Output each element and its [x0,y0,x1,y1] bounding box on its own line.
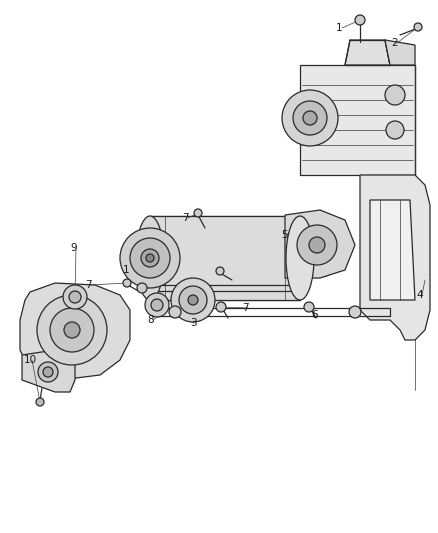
Text: 7: 7 [182,213,188,223]
Polygon shape [370,200,415,300]
Ellipse shape [286,216,314,300]
Ellipse shape [136,216,164,300]
Text: 1: 1 [336,23,343,33]
Circle shape [385,85,405,105]
Circle shape [304,302,314,312]
Circle shape [64,322,80,338]
Text: 8: 8 [148,315,154,325]
Text: 3: 3 [190,318,196,328]
Text: 1: 1 [123,265,129,275]
Circle shape [355,15,365,25]
Polygon shape [150,216,300,300]
Circle shape [38,362,58,382]
Circle shape [349,306,361,318]
Polygon shape [300,65,415,175]
Circle shape [303,111,317,125]
Polygon shape [385,40,415,65]
Circle shape [69,291,81,303]
Text: 10: 10 [24,355,36,365]
Polygon shape [360,175,430,340]
Polygon shape [285,210,355,278]
Text: 7: 7 [242,303,248,313]
Circle shape [282,90,338,146]
Circle shape [194,209,202,217]
Circle shape [309,237,325,253]
Circle shape [130,238,170,278]
Circle shape [169,306,181,318]
Text: 9: 9 [71,243,78,253]
Text: 6: 6 [312,310,318,320]
Text: 4: 4 [417,290,423,300]
Text: 2: 2 [392,38,398,48]
Circle shape [171,278,215,322]
Circle shape [188,295,198,305]
Circle shape [36,398,44,406]
Circle shape [216,267,224,275]
Circle shape [50,308,94,352]
Polygon shape [345,40,390,65]
Circle shape [137,283,147,293]
Circle shape [216,302,226,312]
Circle shape [414,23,422,31]
Circle shape [297,225,337,265]
Circle shape [63,285,87,309]
Circle shape [293,101,327,135]
Text: 5: 5 [282,230,288,240]
Circle shape [151,299,163,311]
Circle shape [37,295,107,365]
Circle shape [146,254,154,262]
Circle shape [123,279,131,287]
Circle shape [179,286,207,314]
Circle shape [120,228,180,288]
Circle shape [386,121,404,139]
Circle shape [43,367,53,377]
Polygon shape [22,350,75,392]
Circle shape [141,249,159,267]
Circle shape [145,293,169,317]
Text: 7: 7 [85,280,91,290]
Polygon shape [20,283,130,380]
